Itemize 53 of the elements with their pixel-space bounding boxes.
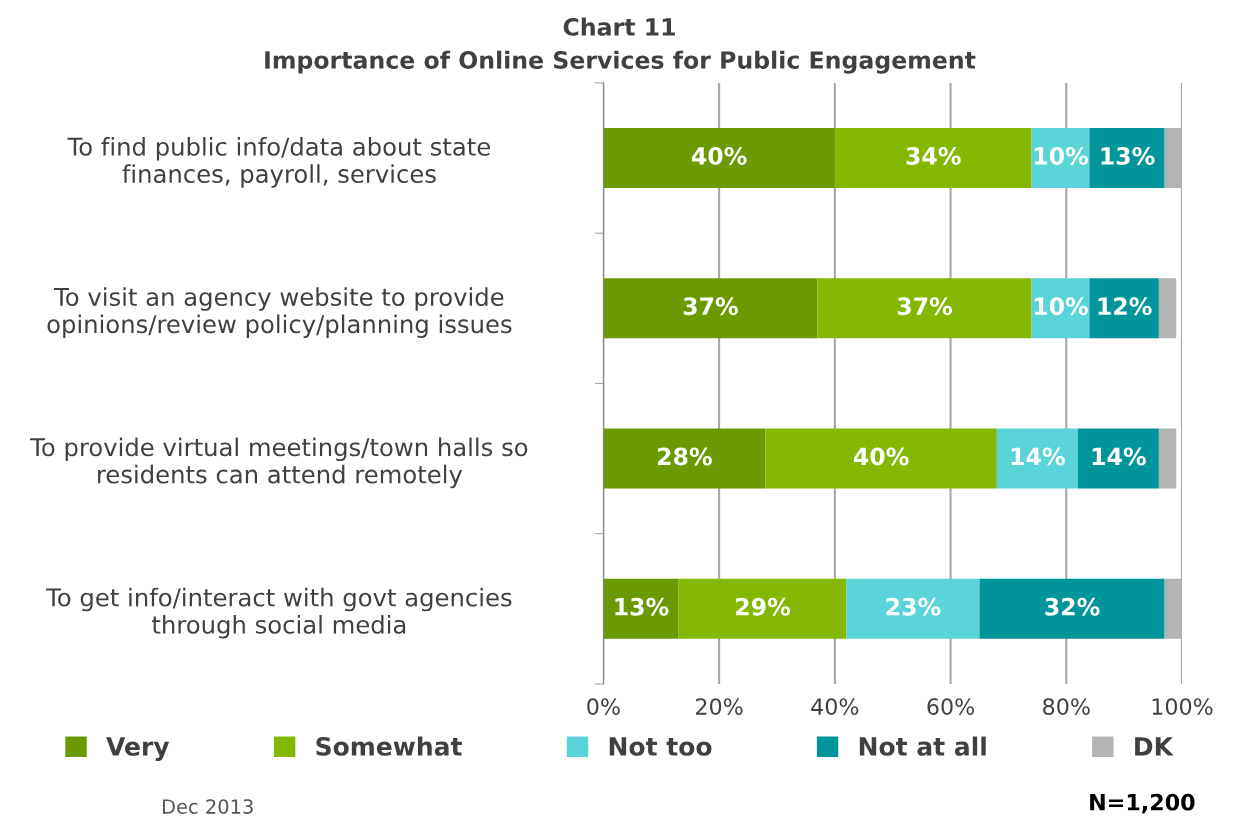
data-label: 12% (1098, 297, 1152, 316)
bar (996, 428, 1078, 489)
bar (979, 578, 1165, 639)
data-label: 29% (736, 597, 791, 616)
x-tick-label: 40% (811, 698, 859, 716)
legend-label: Not too (609, 737, 712, 756)
bar (1089, 278, 1159, 339)
bar (603, 428, 766, 489)
data-label: 40% (691, 147, 747, 165)
bar (1164, 578, 1183, 639)
bar (834, 127, 1032, 189)
x-tick-label: 100% (1152, 698, 1213, 716)
data-label: 13% (615, 597, 669, 616)
legend-label: Somewhat (316, 736, 462, 756)
data-label: 10% (1034, 147, 1088, 165)
x-tick-label: 20% (696, 698, 743, 716)
x-tick-label: 0% (587, 698, 620, 716)
data-label: 32% (1045, 597, 1100, 616)
bar (1158, 278, 1177, 339)
legend-label: Very (106, 737, 170, 761)
y-tick-label: To find public info/data about state finances, payroll, services (67, 137, 490, 188)
bar (603, 127, 835, 189)
data-label: 10% (1034, 297, 1088, 316)
bar (678, 578, 847, 639)
data-label: 37% (683, 297, 738, 316)
bar (1077, 428, 1159, 489)
data-label: 37% (897, 297, 953, 316)
chart-subtitle: Importance of Online Services for Public Engagement (265, 50, 976, 74)
bar (1164, 127, 1183, 189)
chart-title: Chart 11 (563, 17, 675, 36)
x-tick-label: 60% (927, 698, 975, 716)
data-label: 14% (1092, 447, 1146, 466)
data-label: 28% (658, 447, 712, 466)
bar (817, 278, 1032, 339)
bar (603, 578, 679, 639)
data-label: 13% (1101, 147, 1155, 165)
y-tick-label: To provide virtual meetings/town halls so residents can attend remotely (30, 437, 528, 489)
text: Dec 2013 (162, 799, 253, 814)
data-label: 23% (886, 597, 941, 616)
legend-label: DK (1135, 737, 1174, 756)
bar (846, 578, 980, 639)
x-tick-label: 80% (1043, 698, 1090, 716)
bar (1089, 127, 1165, 189)
legend-label: Not at all (859, 736, 986, 756)
data-label: 14% (1011, 447, 1065, 466)
bar (603, 278, 818, 339)
data-label: 40% (853, 447, 909, 466)
y-tick-label: To get info/interact with govt agencies through social media (46, 587, 512, 639)
bar (1158, 428, 1177, 489)
bar (765, 428, 997, 489)
data-label: 34% (906, 147, 961, 165)
y-tick-label: To visit an agency website to provide opinions/review policy/planning issues (47, 287, 512, 339)
text: N=1,200 (1090, 793, 1195, 814)
